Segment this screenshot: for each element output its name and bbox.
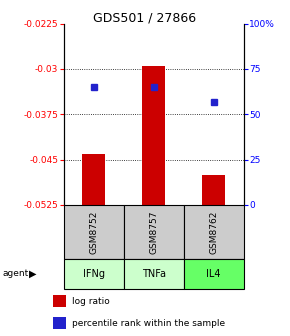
Text: TNFa: TNFa — [142, 269, 166, 279]
Text: IFNg: IFNg — [83, 269, 105, 279]
Text: ▶: ▶ — [29, 269, 37, 279]
Text: GSM8762: GSM8762 — [209, 210, 218, 254]
Text: GDS501 / 27866: GDS501 / 27866 — [93, 12, 197, 25]
Text: agent: agent — [3, 269, 29, 278]
Bar — [184, 259, 244, 289]
Bar — [53, 317, 66, 329]
Text: GSM8757: GSM8757 — [149, 210, 158, 254]
Bar — [124, 205, 184, 259]
Text: IL4: IL4 — [206, 269, 221, 279]
Bar — [202, 175, 225, 205]
Text: log ratio: log ratio — [72, 297, 110, 306]
Bar — [142, 66, 165, 205]
Text: GSM8752: GSM8752 — [89, 210, 98, 254]
Bar — [124, 259, 184, 289]
Text: percentile rank within the sample: percentile rank within the sample — [72, 319, 225, 328]
Bar — [64, 205, 124, 259]
Bar — [53, 295, 66, 307]
Bar — [64, 259, 124, 289]
Bar — [184, 205, 244, 259]
Bar — [82, 154, 105, 205]
